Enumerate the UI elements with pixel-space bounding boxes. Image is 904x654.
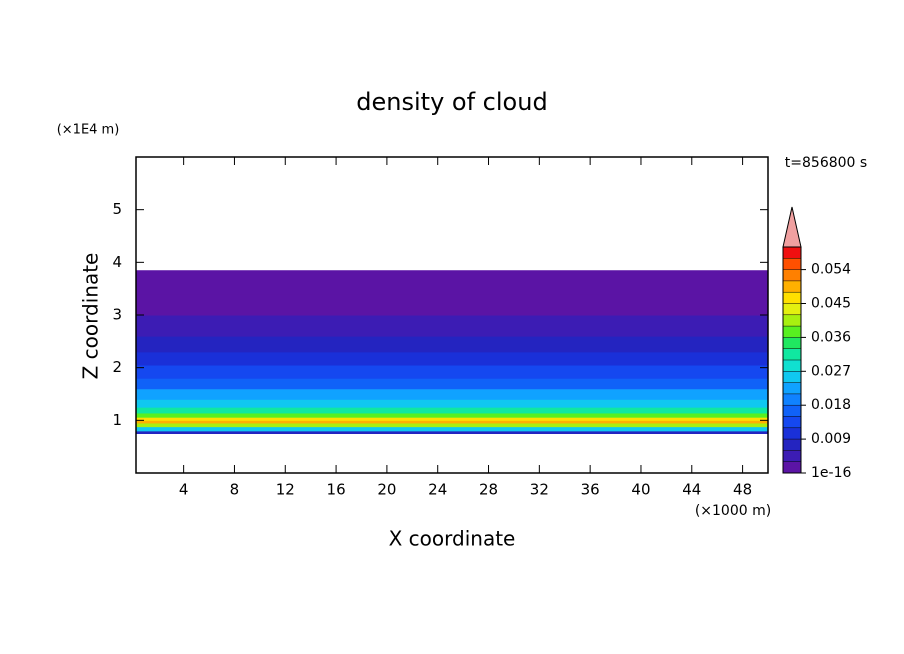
- x-tick-label: 44: [682, 481, 701, 499]
- x-tick-label: 40: [631, 481, 650, 499]
- x-tick-label: 24: [428, 481, 447, 499]
- x-tick-label: 36: [581, 481, 600, 499]
- x-unit: (×1000 m): [695, 503, 771, 519]
- colorbar-bin: [783, 439, 801, 451]
- colorbar-bin: [783, 247, 801, 259]
- colorbar-bin: [783, 382, 801, 394]
- contour-band: [136, 420, 768, 424]
- colorbar-bin: [783, 292, 801, 304]
- x-tick-label: 28: [479, 481, 498, 499]
- colorbar-bin: [783, 258, 801, 270]
- y-tick-label: 4: [112, 253, 122, 271]
- y-tick-label: 5: [112, 200, 122, 218]
- contour-band: [136, 378, 768, 390]
- contour-band: [136, 412, 768, 418]
- contour-band: [136, 293, 768, 316]
- x-tick-label: 20: [377, 481, 396, 499]
- y-tick-label: 2: [112, 358, 122, 376]
- colorbar-bin: [783, 371, 801, 383]
- colorbar-tick-label: 0.009: [811, 431, 851, 447]
- x-tick-label: 12: [276, 481, 295, 499]
- x-tick-label: 48: [733, 481, 752, 499]
- colorbar-bin: [783, 360, 801, 372]
- y-axis-label: Z coordinate: [79, 253, 103, 380]
- colorbar-bin: [783, 337, 801, 349]
- contour-band: [136, 388, 768, 400]
- x-tick-label: 16: [327, 481, 346, 499]
- x-tick-label: 32: [530, 481, 549, 499]
- contour-band: [136, 407, 768, 414]
- contour-band: [136, 351, 768, 366]
- x-axis-label: X coordinate: [389, 527, 516, 551]
- colorbar-tick-label: 0.054: [811, 262, 851, 278]
- contour-band: [136, 422, 768, 428]
- contour-band: [136, 430, 768, 434]
- colorbar-tick-label: 0.036: [811, 329, 851, 345]
- y-tick-label: 1: [112, 411, 122, 429]
- contour-band: [136, 417, 768, 421]
- colorbar-bin: [783, 269, 801, 281]
- y-tick-label: 3: [112, 306, 122, 324]
- colorbar-bin: [783, 405, 801, 417]
- colorbar-bin: [783, 450, 801, 462]
- colorbar-bin: [783, 326, 801, 338]
- colorbar-bin: [783, 416, 801, 428]
- colorbar-bin: [783, 393, 801, 406]
- colorbar-bin: [783, 303, 801, 315]
- colorbar-bin: [783, 314, 801, 327]
- contour-band: [136, 426, 768, 432]
- chart-title: density of cloud: [356, 88, 547, 116]
- colorbar-tick-label: 0.018: [811, 397, 851, 413]
- x-tick-label: 4: [179, 481, 189, 499]
- contour-band: [136, 270, 768, 295]
- colorbar-bin: [783, 461, 801, 473]
- contour-band: [136, 399, 768, 408]
- colorbar-bin: [783, 348, 801, 360]
- contour-band: [136, 336, 768, 353]
- colorbar-tick-label: 1e-16: [811, 465, 851, 481]
- colorbar-bin: [783, 280, 801, 293]
- colorbar-tick-label: 0.045: [811, 296, 851, 312]
- time-label: t=856800 s: [785, 155, 867, 171]
- y-unit: (×1E4 m): [57, 123, 120, 138]
- x-tick-label: 8: [230, 481, 240, 499]
- contour-band: [136, 365, 768, 379]
- colorbar-tick-label: 0.027: [811, 363, 851, 379]
- contour-band: [136, 315, 768, 337]
- colorbar-bin: [783, 427, 801, 440]
